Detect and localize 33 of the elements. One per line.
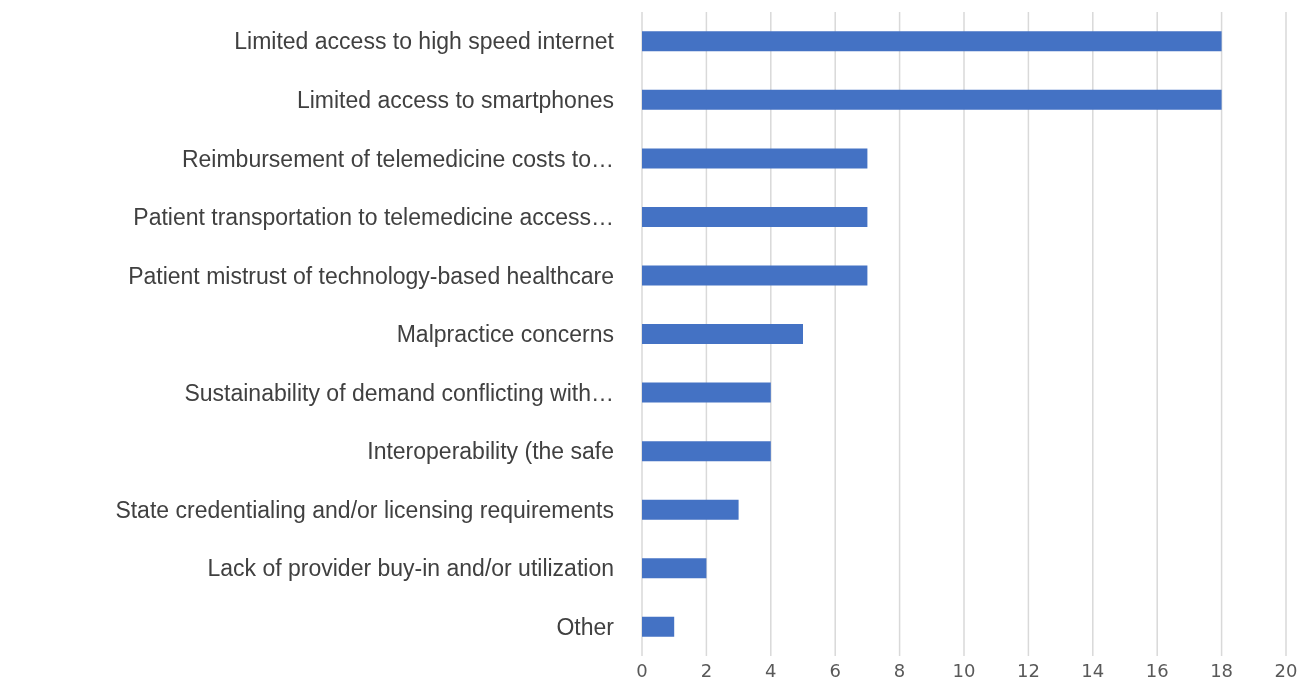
x-tick-label: 8 (893, 659, 906, 681)
y-tick-label: Sustainability of demand conflicting with… (184, 379, 614, 406)
y-tick-label: Other (556, 613, 615, 640)
x-tick-label: 0 (636, 659, 648, 681)
x-tick-label: 2 (700, 659, 713, 681)
y-tick-label: Limited access to high speed internet (234, 28, 615, 55)
y-tick-label: Patient mistrust of technology-based healthcare (128, 262, 614, 289)
bar (642, 558, 707, 579)
y-tick-label: State credentialing and/or licensing requirements (115, 496, 614, 523)
x-tick-label: 18 (1210, 659, 1234, 681)
y-tick-label: Malpractice concerns (396, 321, 614, 348)
bar (642, 31, 1222, 52)
x-tick-label: 20 (1274, 659, 1298, 681)
bar (642, 148, 868, 169)
y-tick-label: Interoperability (the safe (367, 438, 614, 465)
x-tick-label: 12 (1016, 659, 1040, 681)
x-tick-label: 4 (765, 659, 777, 681)
y-tick-label: Lack of provider buy-in and/or utilization (207, 555, 614, 582)
y-tick-label: Limited access to smartphones (296, 86, 614, 113)
x-tick-label: 10 (952, 659, 976, 681)
bar (642, 616, 675, 637)
y-tick-label: Reimbursement of telemedicine costs to… (181, 145, 614, 172)
y-tick-label: Patient transportation to telemedicine access… (133, 204, 614, 231)
bar (642, 206, 868, 227)
bar (642, 499, 739, 520)
bar (642, 89, 1222, 110)
x-tick-label: 6 (829, 659, 841, 681)
x-tick-label: 16 (1145, 659, 1169, 681)
bar (642, 324, 803, 345)
x-tick-label: 14 (1081, 659, 1105, 681)
bar (642, 382, 771, 403)
bar (642, 441, 771, 462)
bar (642, 265, 868, 286)
